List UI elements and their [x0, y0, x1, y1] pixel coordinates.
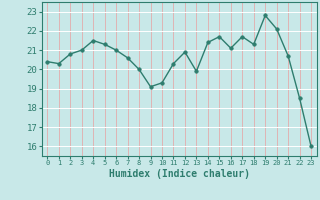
X-axis label: Humidex (Indice chaleur): Humidex (Indice chaleur) [109, 169, 250, 179]
